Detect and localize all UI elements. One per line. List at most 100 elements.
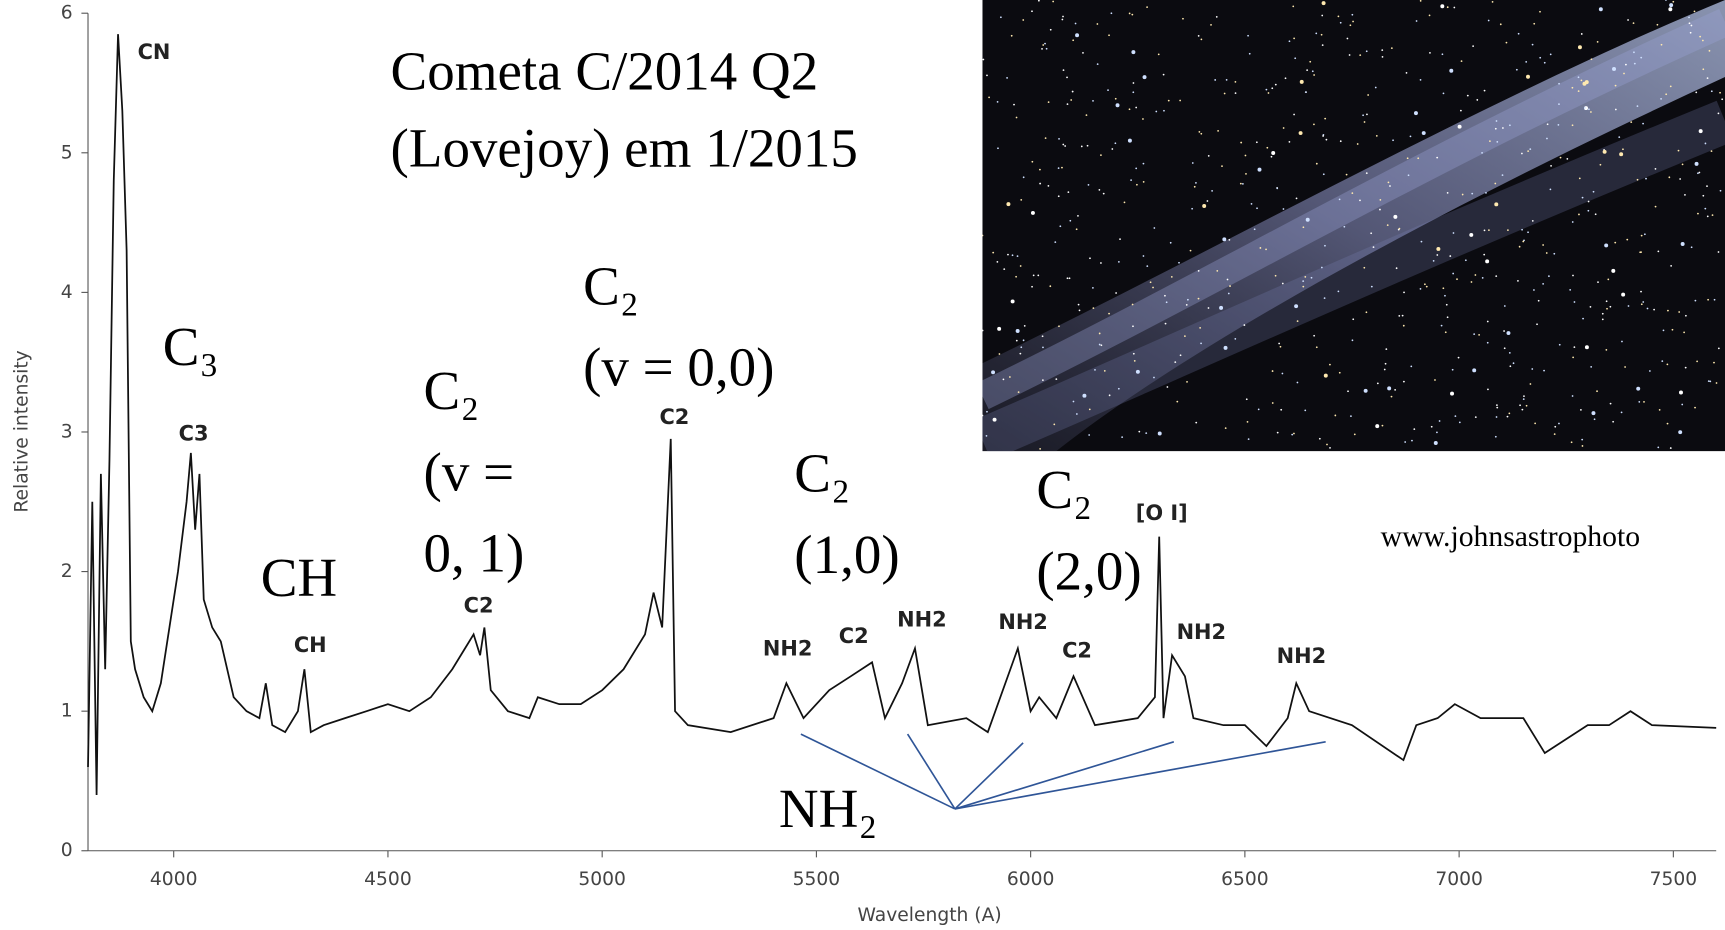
- star: [1649, 370, 1651, 372]
- star: [1010, 34, 1013, 37]
- star: [1436, 254, 1439, 256]
- star: [1381, 55, 1384, 58]
- star: [1164, 322, 1167, 325]
- star: [1704, 207, 1707, 210]
- star: [996, 260, 999, 263]
- peak-label: NH2: [1277, 644, 1327, 668]
- star: [1413, 111, 1418, 116]
- star: [1206, 200, 1209, 202]
- star: [1606, 307, 1608, 310]
- star: [1558, 103, 1560, 105]
- star: [1627, 305, 1630, 307]
- star: [1546, 137, 1548, 140]
- star: [1415, 20, 1418, 22]
- star: [1549, 188, 1552, 191]
- star: [1132, 325, 1134, 328]
- star: [1271, 370, 1274, 372]
- star: [1689, 31, 1692, 34]
- star: [1257, 167, 1262, 172]
- star: [1363, 266, 1366, 269]
- star: [1531, 368, 1534, 370]
- star: [1214, 79, 1217, 81]
- star: [1489, 140, 1491, 143]
- star: [1441, 53, 1444, 56]
- star: [1605, 349, 1608, 351]
- star: [1135, 106, 1138, 109]
- star: [1640, 56, 1643, 59]
- star: [1384, 362, 1387, 365]
- star: [1642, 301, 1645, 303]
- star: [1558, 82, 1560, 85]
- star: [1117, 387, 1120, 390]
- star: [1224, 427, 1227, 430]
- star: [1015, 339, 1018, 342]
- star: [982, 234, 984, 237]
- star: [1390, 395, 1393, 398]
- star: [1003, 268, 1006, 270]
- star: [1239, 182, 1242, 185]
- star: [1315, 162, 1318, 165]
- star: [1601, 318, 1604, 321]
- star: [986, 74, 988, 77]
- star: [1165, 301, 1168, 304]
- star: [1577, 45, 1582, 50]
- star: [1444, 331, 1447, 334]
- title: Cometa C/2014 Q2: [391, 41, 819, 102]
- star: [1469, 232, 1474, 237]
- star: [1359, 199, 1361, 202]
- star: [1491, 0, 1494, 3]
- star: [1223, 92, 1226, 95]
- annotation: C₂: [794, 442, 850, 503]
- peak-label: C2: [1062, 639, 1092, 663]
- star: [1572, 274, 1574, 277]
- x-tick-label: 5000: [578, 869, 626, 890]
- star: [1075, 413, 1078, 415]
- star: [1683, 331, 1685, 334]
- star: [1717, 347, 1720, 350]
- star: [1476, 99, 1479, 101]
- star: [1149, 281, 1152, 284]
- star: [1089, 257, 1091, 260]
- star: [1679, 178, 1682, 180]
- star: [1157, 53, 1160, 56]
- annotation: C₃: [163, 316, 219, 377]
- star: [1486, 320, 1489, 323]
- star: [1102, 192, 1105, 195]
- y-tick-label: 0: [61, 840, 73, 861]
- star: [1466, 94, 1469, 97]
- star: [1365, 172, 1368, 175]
- star: [1334, 414, 1337, 417]
- x-tick-label: 4500: [364, 869, 412, 890]
- peak-label: NH2: [897, 608, 947, 632]
- star: [1135, 167, 1138, 170]
- star: [1346, 37, 1349, 40]
- star: [1494, 182, 1497, 185]
- star: [1075, 228, 1078, 231]
- star: [1055, 378, 1058, 381]
- star: [1030, 210, 1035, 215]
- star: [1311, 70, 1314, 73]
- star: [1590, 58, 1593, 61]
- star: [1379, 199, 1382, 201]
- star: [1054, 241, 1057, 243]
- star: [1197, 269, 1200, 272]
- peak-label: [O I]: [1136, 501, 1188, 525]
- star: [1347, 390, 1349, 393]
- star: [1295, 197, 1298, 200]
- star: [1633, 51, 1635, 54]
- star: [1197, 35, 1200, 37]
- star: [1017, 391, 1020, 394]
- star: [1111, 148, 1114, 150]
- star: [1517, 32, 1520, 35]
- star: [1521, 152, 1523, 155]
- star: [1636, 105, 1639, 107]
- star: [1392, 139, 1394, 142]
- star: [1278, 342, 1281, 345]
- star: [1508, 412, 1511, 415]
- star: [1323, 297, 1326, 300]
- star: [1223, 345, 1228, 350]
- star: [1708, 49, 1711, 52]
- annotation: 0, 1): [424, 523, 525, 584]
- star: [1442, 92, 1445, 95]
- star: [992, 417, 997, 422]
